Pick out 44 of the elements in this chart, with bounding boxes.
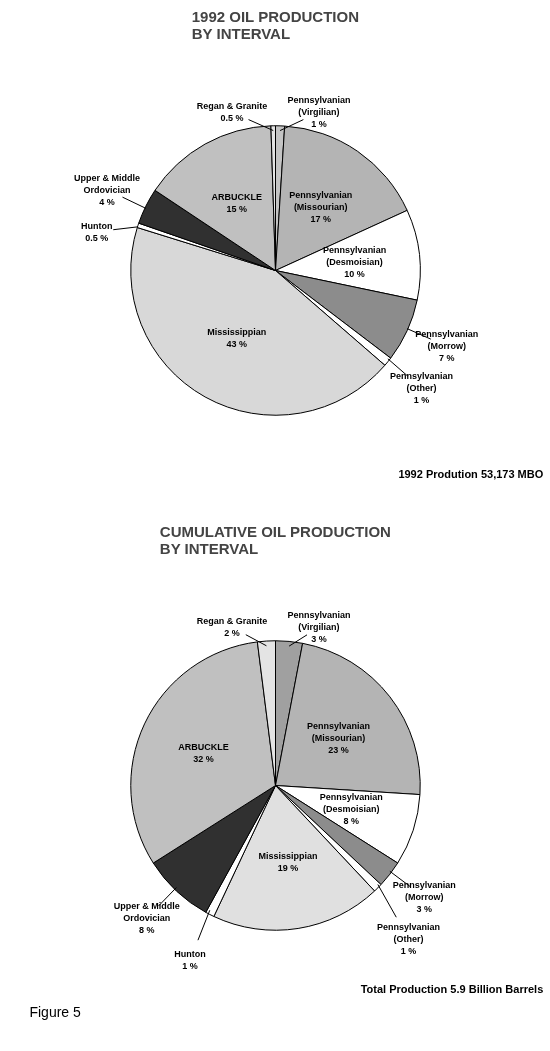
slice-label: Pennsylvanian (Virgilian)	[287, 610, 351, 633]
slice-label: Pennsylvanian (Morrow)	[392, 880, 456, 903]
data-label: 8 %	[138, 925, 155, 936]
data-label: 1 %	[182, 961, 198, 972]
data-label: 3 %	[311, 634, 327, 645]
data-label: 32 %	[193, 753, 214, 764]
data-label: 8 %	[343, 816, 359, 827]
slice-label: ARBUCKLE	[178, 741, 229, 752]
data-label: 1 %	[400, 946, 417, 957]
slice-label: Mississippian	[207, 326, 267, 337]
data-label: 2 %	[224, 628, 240, 639]
data-label: 15 %	[226, 204, 248, 215]
data-label: 0.5 %	[85, 232, 109, 243]
slice-label: Pennsylvanian (Desmoisian)	[323, 244, 387, 267]
data-label: 23 %	[328, 745, 349, 756]
slice-label: Pennsylvanian (Missourian)	[289, 190, 353, 213]
data-label: 19 %	[277, 862, 299, 873]
data-label: 17 %	[310, 214, 331, 225]
slice-label: Hunton	[80, 220, 113, 231]
data-label: 3 %	[416, 904, 432, 915]
slice-label: Upper & Middle Ordovician	[73, 172, 140, 195]
data-label: 43 %	[226, 338, 248, 349]
text: Total Production 5.9 Billion Barrels	[360, 982, 544, 995]
slice-label: Mississippian	[258, 850, 318, 861]
data-label: 4 %	[99, 196, 115, 207]
chart-title: 1992 OIL PRODUCTION BY INTERVAL	[191, 7, 359, 42]
slice-label: Hunton	[174, 949, 206, 960]
data-label: 1 %	[311, 119, 327, 130]
slice-label: Pennsylvanian (Other)	[377, 922, 441, 945]
caption: Figure 5	[29, 1004, 82, 1021]
data-label: 1 %	[413, 395, 430, 406]
data-label: 0.5 %	[220, 113, 244, 124]
slice-label: Upper & Middle Ordovician	[113, 901, 180, 924]
slice-label: Regan & Granite	[196, 616, 268, 627]
slice-label: Pennsylvanian (Virgilian)	[287, 95, 351, 118]
data-label: 10 %	[344, 268, 365, 279]
slice-label: Pennsylvanian (Desmoisian)	[319, 792, 383, 815]
chart-title: CUMULATIVE OIL PRODUCTION BY INTERVAL	[159, 522, 391, 557]
text: 1992 Prodution 53,173 MBO	[398, 467, 544, 480]
slice-label: Regan & Granite	[196, 101, 268, 112]
data-label: 7 %	[438, 353, 455, 364]
slice-label: ARBUCKLE	[211, 192, 263, 203]
slice-label: Pennsylvanian (Other)	[390, 371, 454, 394]
slice-label: Pennsylvanian (Missourian)	[306, 721, 370, 744]
